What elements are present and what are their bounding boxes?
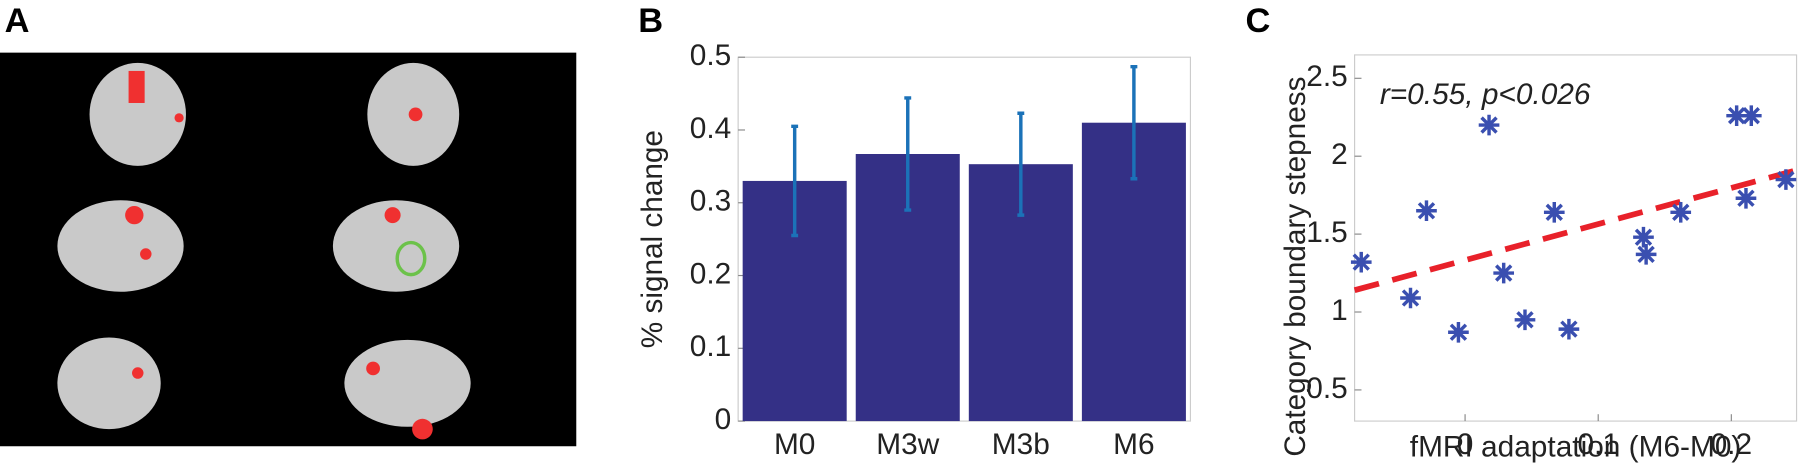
error-bar (1017, 111, 1025, 217)
x-tick-label: 0.2 (1711, 428, 1752, 461)
x-axis-label: fMRI adaptation (M6-M0) (1410, 430, 1742, 463)
annotation: r=0.55, p<0.026 (1380, 78, 1591, 111)
error-bar (904, 96, 912, 212)
blob (366, 361, 380, 376)
error-bar (1130, 64, 1138, 181)
activations (125, 70, 433, 440)
panel-label: C (1246, 2, 1271, 40)
brain (332, 200, 460, 292)
y-tick-label: 1.5 (1306, 216, 1347, 249)
blob (384, 207, 401, 224)
y-tick-label: 2.5 (1306, 60, 1347, 93)
scatter-point (1635, 244, 1657, 265)
scatter-point (1448, 321, 1469, 343)
fit-line (1353, 167, 1798, 293)
panel-label: B (638, 2, 663, 40)
y-tick-label: 0.1 (690, 330, 731, 363)
brain (89, 62, 186, 166)
scatter-point (1633, 226, 1654, 248)
blob (128, 70, 145, 103)
scatter-point (1726, 105, 1747, 126)
highlight-circle (395, 240, 427, 277)
panel-label: A (5, 2, 30, 40)
brain (57, 337, 161, 430)
x-tick-label: 0 (1457, 428, 1474, 461)
x-tick-label: M3b (992, 428, 1050, 461)
y-tick-label: 0.3 (690, 185, 731, 218)
scatter-point (1493, 262, 1515, 284)
brain (57, 200, 184, 292)
brains (57, 62, 471, 430)
y-tick-label: 0.5 (1306, 372, 1347, 405)
y-tick-label: 1 (1331, 294, 1348, 327)
plot-area (1354, 54, 1798, 422)
y-axis-label: Category boundary stepness (1279, 77, 1312, 457)
scatter-point (1478, 114, 1500, 136)
x-tick-label: 0.1 (1577, 428, 1618, 461)
scatter-point (1514, 309, 1536, 331)
x-tick-label: M6 (1113, 428, 1154, 461)
scatter-point (1735, 187, 1757, 209)
blob (412, 418, 433, 440)
plot-area (737, 56, 1192, 422)
blob (408, 107, 423, 122)
scatter-point (1670, 201, 1692, 223)
scatter-point (1416, 200, 1437, 222)
y-tick-label: 0.5 (690, 39, 731, 72)
scatter-point (1543, 201, 1565, 223)
y-tick-label: 0 (715, 403, 732, 436)
error-bar (791, 124, 799, 238)
scatter-point (1740, 105, 1762, 126)
x-tick-label: M0 (774, 428, 815, 461)
blob (125, 205, 144, 225)
scatter-point (1400, 287, 1421, 309)
blob (132, 367, 144, 379)
x-tick-label: M3w (876, 428, 939, 461)
y-tick-label: 0.4 (690, 112, 731, 145)
blob (174, 113, 184, 123)
y-tick-label: 0.2 (690, 257, 731, 290)
scatter-point (1558, 318, 1580, 340)
blob (140, 248, 152, 260)
scatter-point (1775, 169, 1797, 190)
brain (344, 339, 471, 427)
scatter-point (1350, 251, 1372, 273)
y-axis-label: % signal change (636, 130, 669, 348)
y-tick-label: 2 (1331, 138, 1348, 171)
brain-panel (0, 52, 577, 447)
